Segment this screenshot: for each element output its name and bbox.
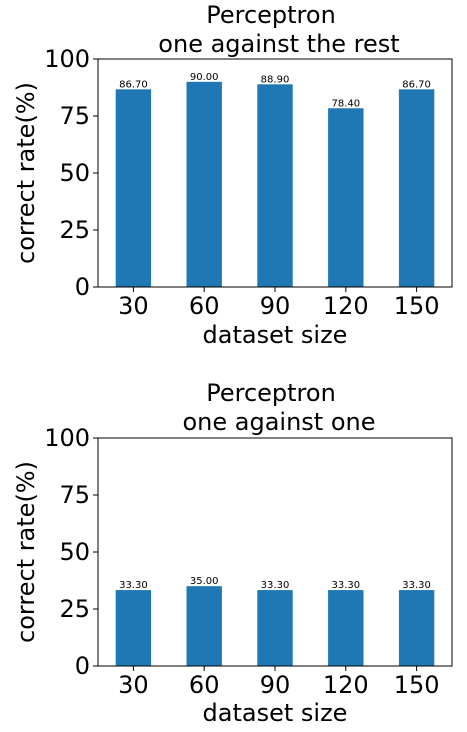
- x-tick-label-150: 150: [394, 671, 440, 699]
- chart-one-against-one: Perceptron one against one 33.30 35.00 33.…: [12, 379, 453, 727]
- x-tick-label-30: 30: [118, 671, 149, 699]
- y-tick-label-100: 100: [44, 45, 90, 73]
- y-tick-label-25: 25: [59, 216, 90, 244]
- data-label-60: 35.00: [190, 576, 219, 587]
- data-label-150: 33.30: [402, 580, 431, 591]
- chart-title-line-1: Perceptron: [206, 1, 336, 29]
- x-tick-label-90: 90: [260, 292, 291, 320]
- data-label-120: 78.40: [331, 98, 360, 109]
- y-axis-label: correct rate(%): [12, 82, 40, 264]
- y-axis-label: correct rate(%): [12, 461, 40, 643]
- y-tick-label-75: 75: [59, 102, 90, 130]
- bar-60: [186, 586, 222, 666]
- bar-30: [115, 89, 152, 287]
- chart-one-against-the-rest: Perceptron one against the rest 86.70 90.…: [12, 1, 453, 349]
- data-label-30: 86.70: [119, 79, 148, 90]
- bar-120: [328, 108, 364, 287]
- chart-title-line-2: one against one: [182, 408, 375, 436]
- x-tick-label-90: 90: [260, 671, 291, 699]
- x-tick-label-150: 150: [394, 292, 440, 320]
- bar-30: [115, 590, 152, 666]
- chart-title-line-2: one against the rest: [158, 30, 399, 58]
- data-label-group: 86.70 90.00 88.90 78.40 86.70: [119, 72, 431, 109]
- bar-group: [115, 586, 435, 666]
- y-tick-label-0: 0: [75, 652, 90, 680]
- y-tick-label-25: 25: [59, 595, 90, 623]
- y-tick-label-75: 75: [59, 481, 90, 509]
- y-axis-ticks: 0 25 50 75 100: [44, 45, 98, 301]
- x-axis-label: dataset size: [203, 321, 348, 349]
- data-label-30: 33.30: [119, 580, 148, 591]
- y-tick-label-0: 0: [75, 273, 90, 301]
- y-axis-ticks: 0 25 50 75 100: [44, 424, 98, 680]
- data-label-120: 33.30: [331, 580, 360, 591]
- x-axis-ticks: 30 60 90 120 150: [118, 666, 440, 699]
- x-tick-label-60: 60: [189, 292, 220, 320]
- bar-150: [398, 590, 435, 666]
- bar-90: [257, 84, 293, 287]
- x-axis-ticks: 30 60 90 120 150: [118, 287, 440, 320]
- x-tick-label-30: 30: [118, 292, 149, 320]
- x-axis-label: dataset size: [203, 699, 348, 727]
- bar-90: [257, 590, 293, 666]
- x-tick-label-120: 120: [323, 671, 369, 699]
- data-label-90: 88.90: [261, 74, 290, 85]
- bar-150: [398, 89, 435, 287]
- data-label-150: 86.70: [402, 79, 431, 90]
- y-tick-label-50: 50: [59, 159, 90, 187]
- data-label-group: 33.30 35.00 33.30 33.30 33.30: [119, 576, 431, 591]
- y-tick-label-50: 50: [59, 538, 90, 566]
- data-label-60: 90.00: [190, 72, 219, 83]
- data-label-90: 33.30: [261, 580, 290, 591]
- x-tick-label-60: 60: [189, 671, 220, 699]
- chart-title-line-1: Perceptron: [206, 379, 336, 407]
- x-tick-label-120: 120: [323, 292, 369, 320]
- bar-120: [328, 590, 364, 666]
- bar-group: [115, 81, 435, 287]
- y-tick-label-100: 100: [44, 424, 90, 452]
- bar-60: [186, 81, 222, 287]
